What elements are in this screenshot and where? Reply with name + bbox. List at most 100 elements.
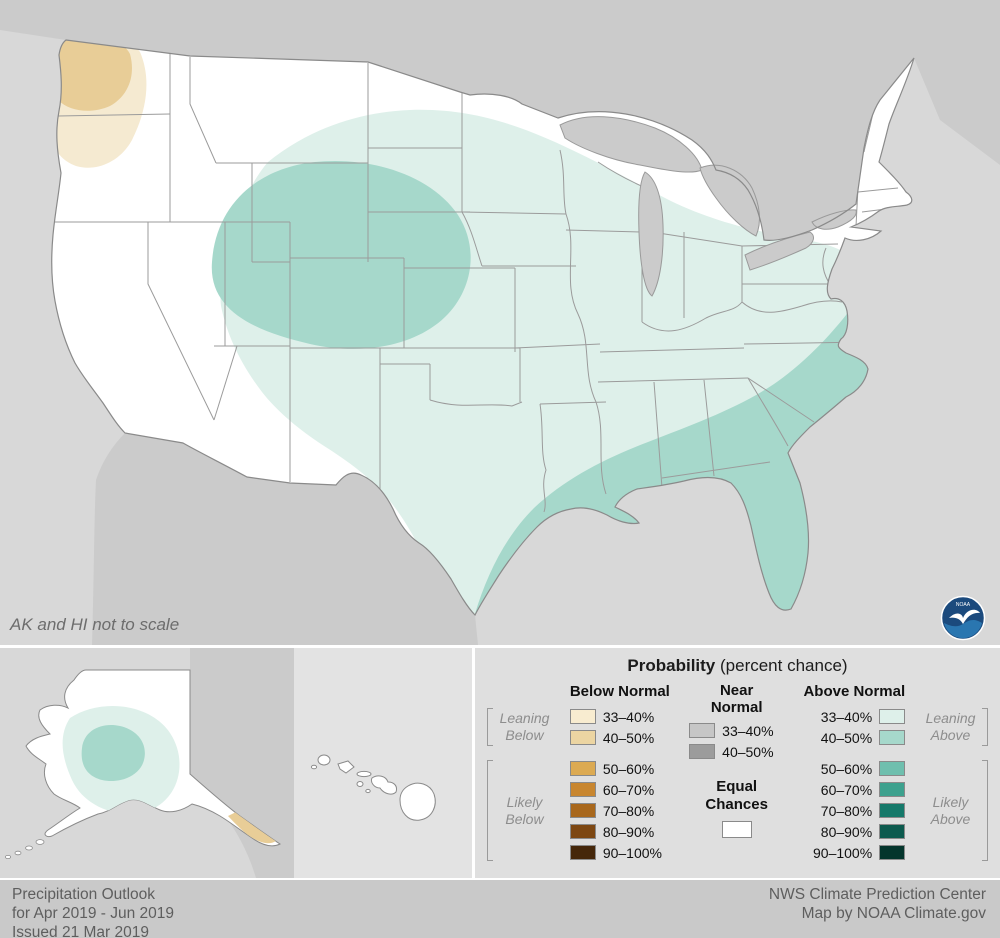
color-swatch <box>879 845 906 860</box>
likely-below-label: Likely Below <box>505 793 544 827</box>
legend-row: 90–100% <box>810 842 906 863</box>
legend-row: 60–70% <box>569 779 670 800</box>
leaning-below-group: Leaning Below <box>487 706 553 748</box>
island-oahu <box>337 760 355 774</box>
color-swatch <box>879 730 906 745</box>
island-hawaii <box>399 782 436 821</box>
legend-title-note: (percent chance) <box>720 656 848 675</box>
color-swatch <box>879 824 906 839</box>
likely-above-group: Likely Above <box>922 758 988 863</box>
legend-row: 70–80% <box>569 800 670 821</box>
below-normal-header: Below Normal <box>569 683 670 700</box>
island-lanai <box>356 781 364 787</box>
noaa-emblem: NOAA <box>940 595 986 641</box>
legend-row: 40–50% <box>810 727 906 748</box>
below-normal-40-50-region <box>54 40 132 111</box>
below-normal-column: Below Normal 33–40% 40–50% 50–60% 60–70%… <box>569 682 670 863</box>
color-swatch <box>569 761 596 776</box>
legend-panel: Probability (percent chance) Leaning Bel… <box>475 648 1000 878</box>
alaska-above-40-50-region <box>81 724 145 782</box>
legend-row: 50–60% <box>569 758 670 779</box>
aleutian-islands <box>5 839 45 859</box>
footer-title-line: Precipitation Outlook <box>12 886 156 903</box>
above-normal-header: Above Normal <box>803 683 906 700</box>
island-maui <box>371 775 397 795</box>
alaska-below-33-40-region <box>228 812 276 844</box>
island-niihau <box>310 764 318 770</box>
alaska-inset-panel <box>0 648 294 878</box>
footer-issued-line: Issued 21 Mar 2019 <box>12 924 150 938</box>
likely-below-bracket <box>487 760 493 861</box>
island-kauai <box>317 754 331 766</box>
canada-region <box>0 0 1000 241</box>
above-normal-column: Above Normal 33–40% 40–50% 50–60% 60–70%… <box>803 682 906 863</box>
leaning-above-label: Leaning Above <box>925 710 976 743</box>
lake-michigan <box>638 171 664 297</box>
legend-grid: Leaning Below Likely Below <box>483 682 992 863</box>
alaska-shading <box>62 706 276 844</box>
island-kahoolawe <box>365 788 371 794</box>
color-swatch <box>689 744 716 759</box>
noaa-sea <box>944 620 982 639</box>
legend-row: 80–90% <box>569 821 670 842</box>
leaning-above-group: Leaning Above <box>922 706 988 748</box>
likely-above-bracket <box>981 760 988 861</box>
color-swatch <box>879 803 906 818</box>
island-molokai <box>356 770 372 778</box>
color-swatch <box>569 845 596 860</box>
conus-map-panel: AK and HI not to scale NOAA <box>0 0 1000 645</box>
legend-row: 33–40% <box>569 706 670 727</box>
footer-period-line: for Apr 2019 - Jun 2019 <box>12 905 175 922</box>
hawaii-inset-panel <box>294 648 475 878</box>
below-group-labels: Leaning Below Likely Below <box>487 682 553 863</box>
noaa-bird <box>949 609 980 624</box>
legend-row: 50–60% <box>810 758 906 779</box>
likely-above-label: Likely Above <box>930 793 971 827</box>
likely-below-group: Likely Below <box>487 758 553 863</box>
noaa-text: NOAA <box>956 602 971 608</box>
legend-row: 33–40% <box>810 706 906 727</box>
leaning-below-bracket <box>487 708 493 746</box>
lake-huron <box>699 164 760 237</box>
footer-source-line: NWS Climate Prediction Center <box>768 886 986 903</box>
conus-map <box>0 0 1000 645</box>
legend-title-main: Probability <box>627 656 716 675</box>
footer-bar: Precipitation Outlook for Apr 2019 - Jun… <box>0 878 1000 938</box>
equal-chances-swatch <box>721 821 752 838</box>
lake-erie <box>744 231 814 271</box>
legend-row: 40–50% <box>689 741 784 762</box>
equal-chances-label: Equal Chances <box>705 778 768 813</box>
noaa-logo: NOAA <box>940 595 986 641</box>
mexico-region <box>92 433 478 645</box>
leaning-above-bracket <box>981 708 988 746</box>
color-swatch <box>569 782 596 797</box>
footer-credit-block: NWS Climate Prediction Center Map by NOA… <box>769 885 986 938</box>
near-normal-column: Near Normal 33–40% 40–50% Equal Chances <box>687 682 787 863</box>
map-scale-note: AK and HI not to scale <box>10 615 180 634</box>
color-swatch <box>879 782 906 797</box>
legend-row: 60–70% <box>810 779 906 800</box>
state-borders <box>53 48 899 513</box>
legend-row: 70–80% <box>810 800 906 821</box>
above-normal-40-50-west-region <box>211 160 471 349</box>
us-outline <box>51 39 915 617</box>
alaska-map <box>0 648 294 878</box>
leaning-below-label: Leaning Below <box>499 710 550 743</box>
color-swatch <box>569 803 596 818</box>
legend-row: 40–50% <box>569 727 670 748</box>
legend-row: 33–40% <box>689 720 784 741</box>
color-swatch <box>569 730 596 745</box>
alaska-canada-region <box>190 648 294 878</box>
color-swatch <box>569 824 596 839</box>
color-swatch <box>689 723 716 738</box>
equal-chances-block: Equal Chances <box>705 778 768 838</box>
legend-title: Probability (percent chance) <box>483 656 992 676</box>
footer-mapby-line: Map by NOAA Climate.gov <box>801 905 986 922</box>
footer-title-block: Precipitation Outlook for Apr 2019 - Jun… <box>12 885 174 938</box>
color-swatch <box>879 761 906 776</box>
color-swatch <box>569 709 596 724</box>
great-lakes <box>559 116 857 297</box>
hawaii-map <box>310 754 436 821</box>
insets-row: Probability (percent chance) Leaning Bel… <box>0 645 1000 878</box>
